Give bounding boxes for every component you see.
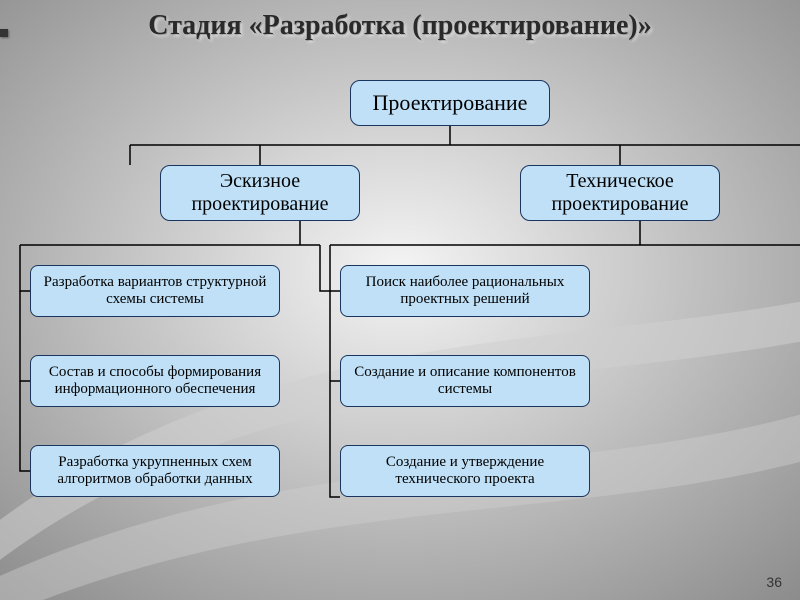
node-tech: Техническое проектирование [520, 165, 720, 221]
node-sketch: Эскизное проектирование [160, 165, 360, 221]
connector [20, 381, 30, 471]
slide-title: Стадия «Разработка (проектирование)» [0, 10, 800, 42]
node-s3: Разработка укрупненных схем алгоритмов о… [30, 445, 280, 497]
node-t1: Поиск наиболее рациональных проектных ре… [340, 265, 590, 317]
connector [330, 245, 340, 497]
connector [20, 291, 30, 381]
node-t2: Создание и описание компонентов системы [340, 355, 590, 407]
node-s1: Разработка вариантов структурной схемы с… [30, 265, 280, 317]
node-s2: Состав и способы формирования информацио… [30, 355, 280, 407]
node-root: Проектирование [350, 80, 550, 126]
page-number: 36 [766, 574, 782, 590]
node-t3: Создание и утверждение технического прое… [340, 445, 590, 497]
connector [20, 245, 30, 291]
